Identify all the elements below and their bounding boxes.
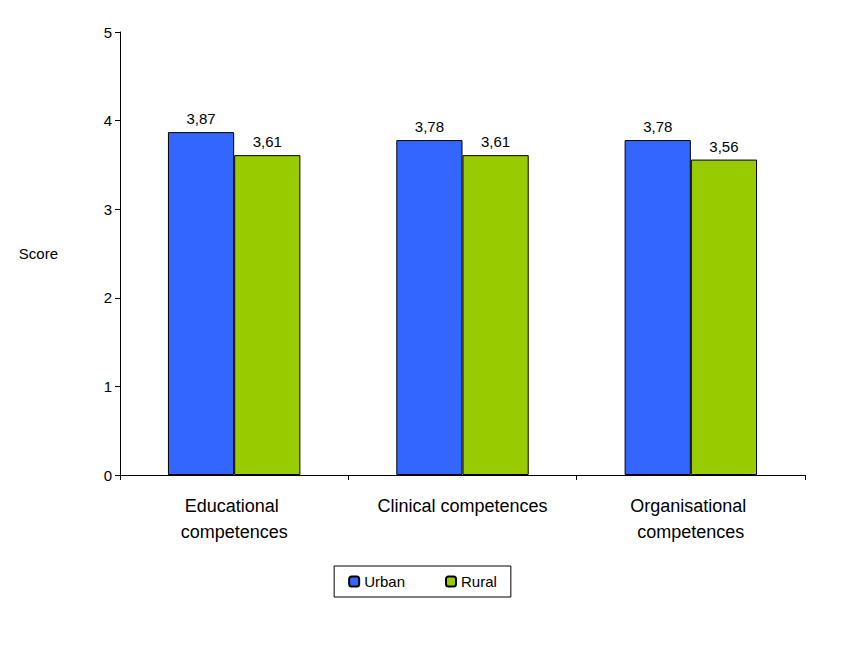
svg-text:2: 2	[104, 289, 112, 306]
svg-text:competences: competences	[637, 522, 744, 542]
svg-text:Urban: Urban	[364, 573, 405, 590]
svg-text:3: 3	[104, 201, 112, 218]
svg-text:3,61: 3,61	[481, 133, 510, 150]
svg-text:3,87: 3,87	[186, 110, 215, 127]
svg-text:Clinical competences: Clinical competences	[377, 496, 547, 516]
svg-text:0: 0	[104, 467, 112, 484]
svg-text:3,61: 3,61	[253, 133, 282, 150]
svg-text:Educational: Educational	[185, 496, 284, 516]
svg-text:3,56: 3,56	[709, 138, 738, 155]
svg-text:Score: Score	[19, 245, 58, 262]
svg-text:3,78: 3,78	[643, 118, 672, 135]
svg-text:4: 4	[104, 112, 112, 129]
svg-text:competences: competences	[181, 522, 288, 542]
svg-text:Organisational: Organisational	[630, 496, 751, 516]
svg-text:5: 5	[104, 24, 112, 41]
svg-text:3,78: 3,78	[415, 118, 444, 135]
svg-text:Rural: Rural	[461, 573, 497, 590]
svg-text:1: 1	[104, 378, 112, 395]
